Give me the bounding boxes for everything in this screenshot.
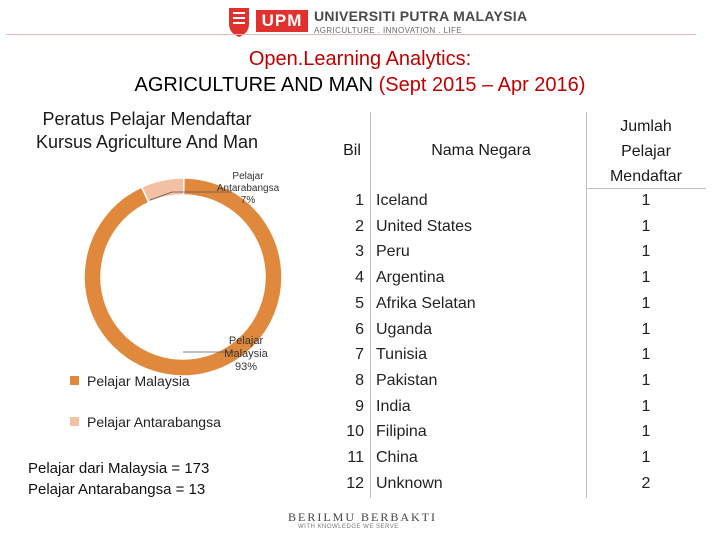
table-cell-country: Uganda — [376, 320, 433, 338]
data-label-antarabangsa-line2: Antarabangsa — [216, 183, 280, 194]
university-name: UNIVERSITI PUTRA MALAYSIA — [314, 8, 528, 24]
footer-motto: BERILMU BERBAKTI WITH KNOWLEDGE WE SERVE — [284, 510, 437, 536]
table-cell-total: 1 — [641, 371, 651, 389]
table-cell-bil: 3 — [355, 243, 364, 261]
table-cell-total: 2 — [641, 474, 651, 492]
table-column-divider — [586, 112, 587, 498]
table-cell-bil: 9 — [355, 397, 364, 415]
enrollment-summary: Pelajar dari Malaysia = 173 Pelajar Anta… — [28, 458, 209, 500]
university-tagline: AGRICULTURE . INNOVATION . LIFE — [314, 26, 462, 35]
table-cell-total: 1 — [641, 346, 651, 364]
chart-title: Peratus Pelajar Mendaftar Kursus Agricul… — [35, 109, 259, 152]
table-cell-country: United States — [376, 217, 473, 235]
summary-antarabangsa: Pelajar Antarabangsa = 13 — [28, 481, 206, 498]
header-rule — [6, 34, 696, 35]
table-cell-country: Unknown — [376, 474, 443, 492]
university-logo: UPM UNIVERSITI PUTRA MALAYSIA AGRICULTUR… — [226, 6, 527, 42]
table-cell-country: India — [376, 397, 411, 415]
table-cell-total: 1 — [641, 320, 651, 338]
table-cell-country: Pakistan — [376, 371, 438, 389]
table-header-country: Nama Negara — [431, 142, 531, 159]
table-cell-total: 1 — [641, 269, 651, 287]
data-label-malaysia-line1: Pelajar — [228, 335, 264, 347]
table-cell-country: Filipina — [376, 423, 427, 441]
table-cell-bil: 4 — [355, 269, 364, 287]
table-cell-country: Tunisia — [376, 346, 427, 364]
footer-motto-text: BERILMU BERBAKTI — [288, 510, 437, 524]
table-cell-bil: 12 — [346, 474, 364, 492]
table-cell-country: Argentina — [376, 269, 445, 287]
table-cell-country: Afrika Selatan — [376, 294, 476, 312]
table-cell-country: China — [376, 449, 418, 466]
table-cell-total: 1 — [641, 217, 651, 235]
legend-swatch-antarabangsa — [70, 417, 79, 426]
subtitle-course: AGRICULTURE AND MAN — [134, 74, 374, 96]
table-header-total: Jumlah Pelajar Mendaftar — [586, 114, 706, 189]
table-header-rule — [586, 188, 706, 189]
table-cell-bil: 11 — [347, 449, 364, 466]
table-cell-total: 1 — [641, 294, 651, 312]
table-cell-total: 1 — [641, 397, 651, 415]
data-label-malaysia-pct: 93% — [234, 361, 258, 373]
table-cell-bil: 5 — [355, 294, 364, 312]
legend-label-antarabangsa: Pelajar Antarabangsa — [87, 414, 221, 430]
table-cell-bil: 8 — [355, 371, 364, 389]
data-label-antarabangsa: Pelajar Antarabangsa 7% — [212, 171, 284, 207]
data-label-malaysia-line2: Malaysia — [224, 348, 268, 360]
table-cell-total: 1 — [641, 423, 651, 441]
table-cell-bil: 6 — [355, 320, 364, 338]
subtitle-period: (Sept 2015 – Apr 2016) — [378, 74, 586, 96]
legend-item-malaysia: Pelajar Malaysia — [70, 373, 190, 389]
table-cell-bil: 2 — [355, 217, 364, 235]
leader-line-antarabangsa — [149, 191, 232, 201]
table-header-total-line1: Jumlah — [620, 118, 672, 135]
table-header-total-line2: Pelajar — [621, 143, 671, 160]
summary-malaysia: Pelajar dari Malaysia = 173 — [28, 460, 210, 477]
legend-item-antarabangsa: Pelajar Antarabangsa — [70, 414, 221, 430]
legend-label-malaysia: Pelajar Malaysia — [87, 373, 190, 389]
data-label-malaysia: Pelajar Malaysia 93% — [218, 335, 274, 374]
data-label-antarabangsa-pct: 7% — [240, 195, 256, 206]
table-cell-total: 1 — [641, 449, 651, 466]
table-cell-bil: 1 — [355, 192, 364, 209]
table-cell-total: 1 — [641, 192, 651, 209]
donut-slice-antarabangsa — [140, 177, 185, 204]
logo-abbr: UPM — [256, 10, 308, 32]
crest-icon — [229, 8, 249, 37]
footer-motto-sub: WITH KNOWLEDGE WE SERVE — [298, 524, 399, 530]
table-column-divider — [370, 112, 371, 498]
slide-subtitle: AGRICULTURE AND MAN (Sept 2015 – Apr 201… — [0, 74, 720, 97]
donut-slice-malaysia — [83, 177, 283, 377]
table-cell-total: 1 — [641, 243, 651, 261]
table-cell-country: Peru — [376, 243, 410, 261]
table-header-total-line3: Mendaftar — [609, 168, 683, 185]
table-cell-bil: 10 — [346, 423, 364, 441]
table-header-bil: Bil — [343, 142, 361, 159]
data-label-antarabangsa-line1: Pelajar — [232, 171, 264, 182]
table-cell-bil: 7 — [355, 346, 364, 364]
table-cell-country: Iceland — [376, 192, 428, 209]
legend-swatch-malaysia — [70, 376, 79, 385]
slide-title: Open.Learning Analytics: — [248, 48, 472, 70]
